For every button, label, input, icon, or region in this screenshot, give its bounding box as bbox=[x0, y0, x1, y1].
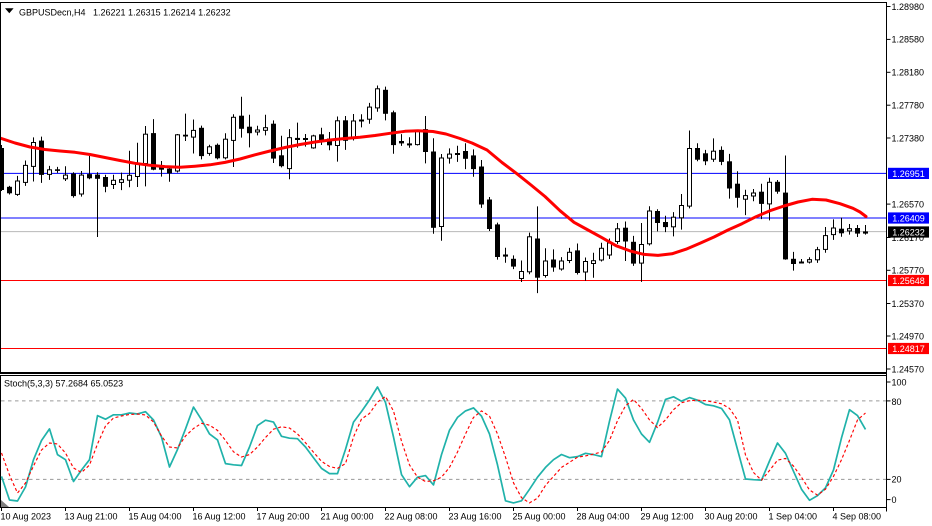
svg-text:23 Aug 16:00: 23 Aug 16:00 bbox=[449, 512, 502, 522]
svg-text:1.24570: 1.24570 bbox=[892, 364, 925, 374]
svg-text:1.28580: 1.28580 bbox=[892, 35, 925, 45]
svg-text:17 Aug 20:00: 17 Aug 20:00 bbox=[257, 512, 310, 522]
svg-text:1 Sep 04:00: 1 Sep 04:00 bbox=[769, 512, 818, 522]
svg-text:100: 100 bbox=[892, 377, 907, 387]
svg-text:1.25370: 1.25370 bbox=[892, 299, 925, 309]
svg-text:1.26570: 1.26570 bbox=[892, 199, 925, 209]
svg-text:1.27780: 1.27780 bbox=[892, 101, 925, 111]
svg-text:30 Aug 20:00: 30 Aug 20:00 bbox=[705, 512, 758, 522]
svg-text:1.26409: 1.26409 bbox=[892, 213, 925, 223]
svg-text:25 Aug 00:00: 25 Aug 00:00 bbox=[513, 512, 566, 522]
svg-text:1.24817: 1.24817 bbox=[892, 344, 925, 354]
svg-text:10 Aug 2023: 10 Aug 2023 bbox=[1, 512, 52, 522]
svg-text:22 Aug 08:00: 22 Aug 08:00 bbox=[385, 512, 438, 522]
svg-text:16 Aug 12:00: 16 Aug 12:00 bbox=[193, 512, 246, 522]
svg-text:4 Sep 08:00: 4 Sep 08:00 bbox=[833, 512, 882, 522]
svg-text:13 Aug 21:00: 13 Aug 21:00 bbox=[65, 512, 118, 522]
svg-text:1.25648: 1.25648 bbox=[892, 276, 925, 286]
svg-text:1.27380: 1.27380 bbox=[892, 133, 925, 143]
svg-text:GBPUSDecn,H4 1.26221 1.26315: GBPUSDecn,H4 1.26221 1.26315 1.26214 1.2… bbox=[19, 7, 231, 17]
svg-text:20: 20 bbox=[892, 475, 902, 485]
svg-text:1.28980: 1.28980 bbox=[892, 2, 925, 12]
svg-text:1.28180: 1.28180 bbox=[892, 68, 925, 78]
svg-text:21 Aug 00:00: 21 Aug 00:00 bbox=[321, 512, 374, 522]
svg-text:80: 80 bbox=[892, 397, 902, 407]
svg-text:Stoch(5,3,3) 57.2684 65.0523: Stoch(5,3,3) 57.2684 65.0523 bbox=[4, 378, 123, 388]
svg-text:1.26951: 1.26951 bbox=[892, 169, 925, 179]
svg-text:1.26232: 1.26232 bbox=[892, 227, 925, 237]
svg-text:1.26170: 1.26170 bbox=[892, 233, 925, 243]
svg-text:28 Aug 04:00: 28 Aug 04:00 bbox=[577, 512, 630, 522]
svg-text:1.25770: 1.25770 bbox=[892, 266, 925, 276]
svg-text:29 Aug 12:00: 29 Aug 12:00 bbox=[641, 512, 694, 522]
svg-text:15 Aug 04:00: 15 Aug 04:00 bbox=[129, 512, 182, 522]
svg-text:0: 0 bbox=[892, 495, 897, 505]
svg-text:1.24970: 1.24970 bbox=[892, 331, 925, 341]
